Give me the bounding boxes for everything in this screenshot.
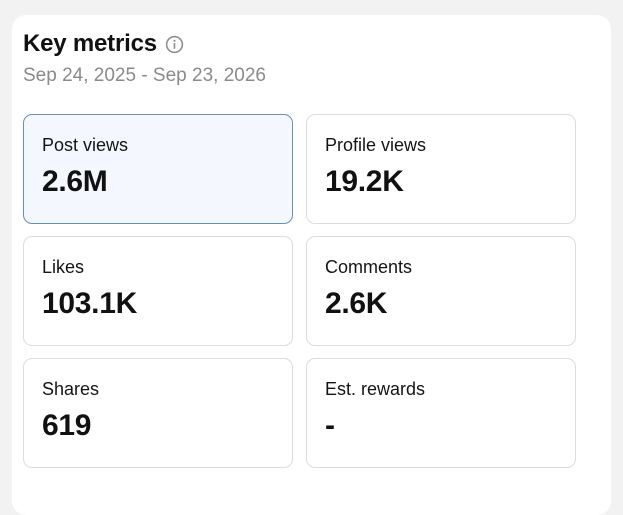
page-title: Key metrics: [23, 30, 157, 57]
metric-value: 2.6M: [42, 165, 108, 198]
key-metrics-header: Key metrics: [23, 30, 185, 58]
metrics-grid: Post views 2.6M Profile views 19.2K Like…: [23, 114, 576, 468]
metric-label: Profile views: [325, 135, 427, 155]
metric-label: Comments: [325, 257, 413, 277]
metric-value: 619: [42, 409, 92, 442]
metric-label: Est. rewards: [325, 379, 426, 399]
metric-card-likes[interactable]: Likes 103.1K: [23, 236, 293, 346]
metric-value: -: [325, 409, 335, 442]
info-icon[interactable]: [165, 34, 185, 54]
metric-value: 103.1K: [42, 287, 137, 320]
metric-card-comments[interactable]: Comments 2.6K: [306, 236, 576, 346]
metric-card-est-rewards[interactable]: Est. rewards -: [306, 358, 576, 468]
metric-label: Shares: [42, 379, 100, 399]
metric-label: Post views: [42, 135, 129, 155]
date-range: Sep 24, 2025 - Sep 23, 2026: [23, 65, 266, 86]
metric-value: 19.2K: [325, 165, 404, 198]
metric-card-post-views[interactable]: Post views 2.6M: [23, 114, 293, 224]
metric-value: 2.6K: [325, 287, 388, 320]
metric-card-profile-views[interactable]: Profile views 19.2K: [306, 114, 576, 224]
metric-label: Likes: [42, 257, 85, 277]
metric-card-shares[interactable]: Shares 619: [23, 358, 293, 468]
